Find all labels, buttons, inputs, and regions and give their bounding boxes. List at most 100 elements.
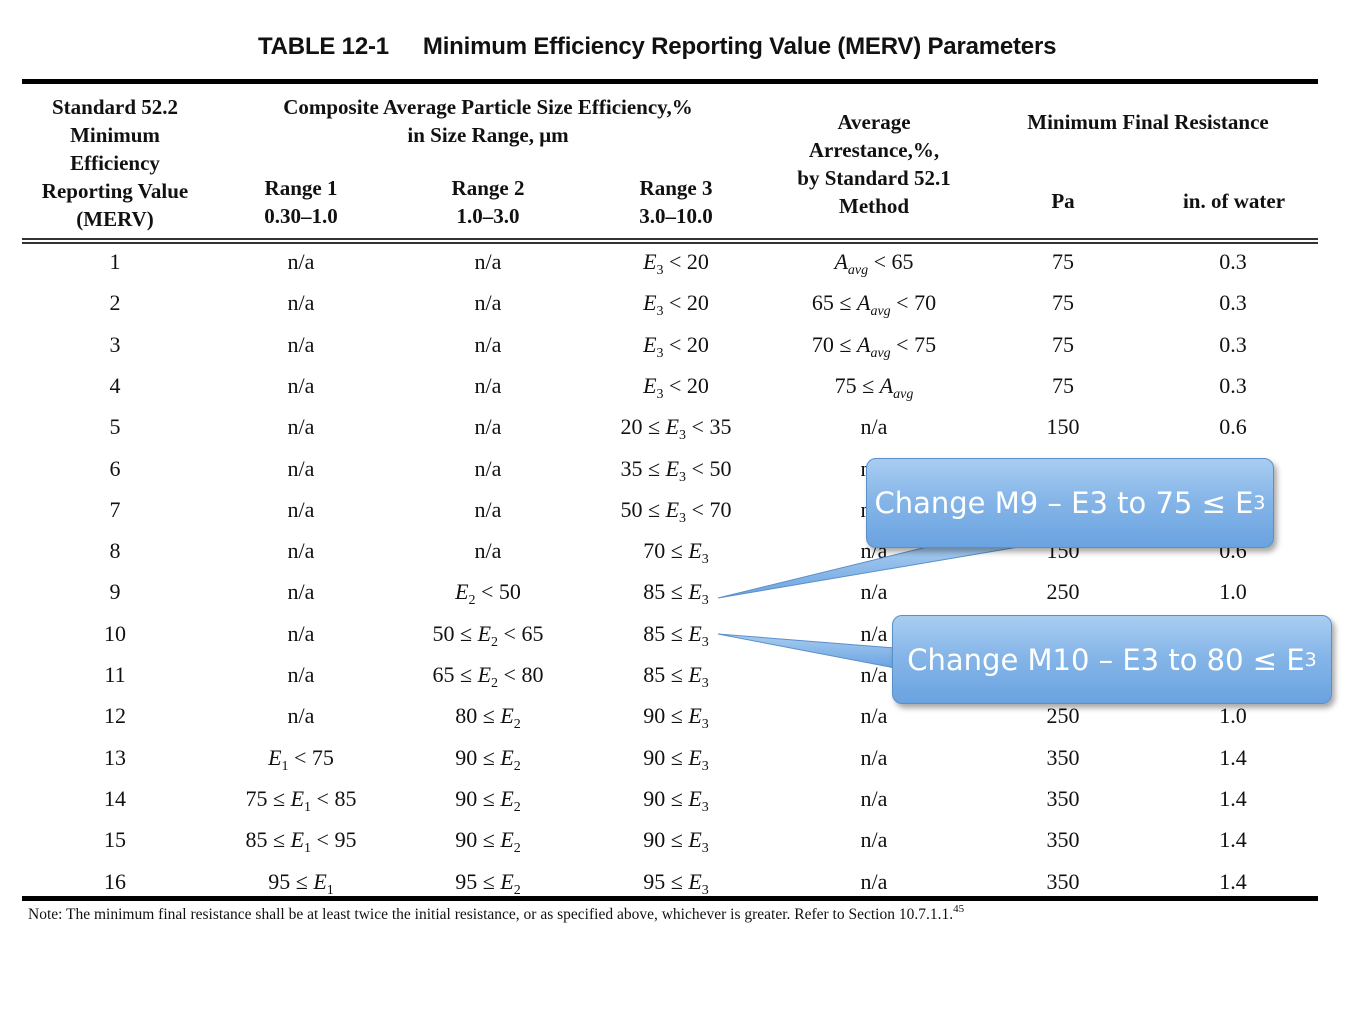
cell-inw: 1.4 <box>1219 744 1247 770</box>
cell-inw: 0.6 <box>1219 414 1247 440</box>
cell-r3: 70 ≤ E3 <box>643 538 709 568</box>
cell-r2: n/a <box>474 331 502 357</box>
cell-merv: 5 <box>109 414 121 440</box>
cell-merv: 10 <box>104 620 126 646</box>
cell-merv: 1 <box>109 249 121 274</box>
cell-arr: n/a <box>860 827 888 853</box>
cell-r2: n/a <box>474 496 502 522</box>
cell-arr: n/a <box>860 868 888 894</box>
cell-r3: 85 ≤ E3 <box>643 620 709 650</box>
cell-r2: n/a <box>474 538 502 564</box>
table-title: TABLE 12-1 Minimum Efficiency Reporting V… <box>258 33 1158 61</box>
cell-inw: 0.3 <box>1219 331 1247 357</box>
cell-pa: 150 <box>1046 414 1080 440</box>
cell-r2: 90 ≤ E2 <box>455 827 521 857</box>
cell-pa: 350 <box>1046 827 1080 853</box>
cell-merv: 11 <box>104 662 126 687</box>
cell-inw: 1.4 <box>1219 868 1247 894</box>
cell-merv: 9 <box>109 579 121 605</box>
cell-r3: 20 ≤ E3 < 35 <box>620 414 732 444</box>
header-range1: Range 1 0.30–1.0 <box>264 176 338 228</box>
cell-pa: 250 <box>1046 579 1080 605</box>
cell-r2: n/a <box>474 249 502 274</box>
cell-r1: n/a <box>287 662 315 687</box>
cell-merv: 8 <box>109 538 121 564</box>
cell-merv: 7 <box>109 496 121 522</box>
header-rule-1 <box>22 238 1318 240</box>
cell-r2: n/a <box>474 372 502 398</box>
header-range3: Range 3 3.0–10.0 <box>639 176 713 228</box>
header-arrestance: Average Arrestance,%, by Standard 52.1 M… <box>797 110 951 218</box>
cell-r2: 50 ≤ E2 < 65 <box>432 620 544 650</box>
cell-arr: n/a <box>860 744 888 770</box>
cell-r1: n/a <box>287 538 315 564</box>
cell-r1: 95 ≤ E1 <box>268 868 334 898</box>
cell-pa: 75 <box>1052 372 1074 398</box>
cell-r2: 65 ≤ E2 < 80 <box>432 662 544 691</box>
cell-r1: n/a <box>287 249 315 274</box>
callout-1-pointer <box>717 544 1031 599</box>
cell-r3: 90 ≤ E3 <box>643 703 709 733</box>
cell-r1: n/a <box>287 290 315 316</box>
cell-r1: n/a <box>287 620 315 646</box>
cell-inw: 1.4 <box>1219 785 1247 811</box>
cell-r2: E2 < 50 <box>455 579 521 609</box>
cell-r3: 90 ≤ E3 <box>643 785 709 815</box>
cell-r2: n/a <box>474 290 502 316</box>
cell-r1: E1 < 75 <box>268 744 334 774</box>
cell-r2: n/a <box>474 455 502 481</box>
cell-arr: n/a <box>860 620 888 646</box>
cell-merv: 4 <box>109 372 121 398</box>
header-range2: Range 2 1.0–3.0 <box>451 176 525 228</box>
cell-arr: 65 ≤ Aavg < 70 <box>811 290 937 320</box>
bottom-rule <box>22 896 1318 901</box>
table-title-text: Minimum Efficiency Reporting Value (MERV… <box>422 33 1057 60</box>
cell-r1: n/a <box>287 414 315 440</box>
cell-r1: 75 ≤ E1 < 85 <box>245 785 357 815</box>
cell-arr: n/a <box>860 703 888 729</box>
cell-merv: 16 <box>104 868 126 894</box>
cell-pa: 350 <box>1046 868 1080 894</box>
cell-merv: 13 <box>104 744 126 770</box>
cell-merv: 6 <box>109 455 121 481</box>
cell-pa: 75 <box>1052 290 1074 316</box>
cell-merv: 14 <box>104 785 126 811</box>
cell-r1: 85 ≤ E1 < 95 <box>245 827 357 857</box>
cell-r3: E3 < 20 <box>643 290 709 320</box>
cell-r2: 95 ≤ E2 <box>455 868 521 898</box>
cell-merv: 3 <box>109 331 121 357</box>
header-pa: Pa <box>1051 189 1075 213</box>
cell-r3: 35 ≤ E3 < 50 <box>620 455 732 485</box>
cell-inw: 0.3 <box>1219 372 1247 398</box>
cell-r1: n/a <box>287 496 315 522</box>
cell-r3: E3 < 20 <box>643 331 709 361</box>
cell-merv: 2 <box>109 290 121 316</box>
cell-inw: 1.0 <box>1219 703 1247 729</box>
table-note: Note: The minimum final resistance shall… <box>28 903 965 924</box>
cell-r3: E3 < 20 <box>643 249 709 278</box>
header-merv: Standard 52.2 Minimum Efficiency Reporti… <box>41 95 189 231</box>
cell-arr: n/a <box>860 785 888 811</box>
cell-r2: 90 ≤ E2 <box>455 744 521 774</box>
table-number: TABLE 12-1 <box>258 33 389 60</box>
cell-inw: 0.3 <box>1219 290 1247 316</box>
callout-2-pointer <box>717 633 896 669</box>
cell-merv: 12 <box>104 703 126 729</box>
cell-arr: n/a <box>860 414 888 440</box>
cell-r1: n/a <box>287 455 315 481</box>
cell-merv: 15 <box>104 827 126 853</box>
cell-r3: E3 < 20 <box>643 372 709 402</box>
cell-r1: n/a <box>287 372 315 398</box>
cell-r3: 85 ≤ E3 <box>643 662 709 691</box>
cell-arr: n/a <box>860 579 888 605</box>
cell-arr: Aavg < 65 <box>834 249 914 278</box>
cell-r1: n/a <box>287 703 315 729</box>
cell-r3: 50 ≤ E3 < 70 <box>620 496 732 526</box>
header-final-resistance: Minimum Final Resistance <box>1027 110 1269 134</box>
cell-pa: 350 <box>1046 744 1080 770</box>
header-composite: Composite Average Particle Size Efficien… <box>283 95 693 147</box>
cell-r3: 90 ≤ E3 <box>643 827 709 857</box>
cell-r3: 95 ≤ E3 <box>643 868 709 898</box>
